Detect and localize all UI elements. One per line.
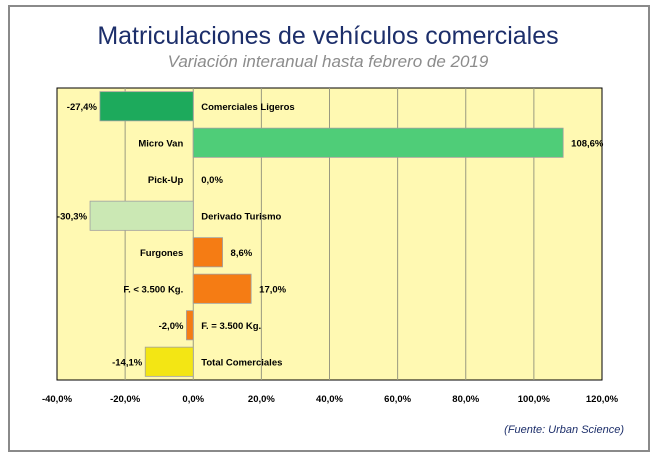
category-label: Furgones (140, 248, 183, 259)
value-label: 108,6% (571, 138, 604, 149)
value-label: 8,6% (231, 248, 253, 259)
x-tick-label: 80,0% (452, 394, 479, 405)
bar (144, 346, 194, 377)
x-tick-label: -20,0% (110, 394, 141, 405)
bar (186, 310, 194, 341)
value-label: 0,0% (201, 175, 223, 186)
x-tick-label: 60,0% (384, 394, 411, 405)
category-label: Micro Van (138, 138, 183, 149)
value-label: -2,0% (159, 321, 184, 332)
x-tick-label: 20,0% (248, 394, 275, 405)
category-label: Total Comerciales (201, 357, 282, 368)
x-tick-label: 120,0% (586, 394, 619, 405)
category-label: F. = 3.500 Kg. (201, 321, 261, 332)
category-label: Comerciales Ligeros (201, 102, 294, 113)
value-label: -30,3% (57, 211, 88, 222)
bar (89, 200, 194, 231)
x-tick-label: 100,0% (518, 394, 551, 405)
chart-source: (Fuente: Urban Science) (504, 424, 624, 436)
bar (99, 91, 194, 122)
value-label: -14,1% (112, 357, 143, 368)
category-label: Pick-Up (148, 175, 184, 186)
x-tick-label: 0,0% (182, 394, 204, 405)
chart-title: Matriculaciones de vehículos comerciales (97, 22, 559, 50)
bar (192, 237, 223, 268)
bar (192, 127, 564, 158)
x-tick-label: 40,0% (316, 394, 343, 405)
value-label: 17,0% (259, 284, 286, 295)
value-label: -27,4% (67, 102, 98, 113)
bar (192, 273, 252, 304)
category-label: Derivado Turismo (201, 211, 281, 222)
category-label: F. < 3.500 Kg. (123, 284, 183, 295)
x-tick-label: -40,0% (42, 394, 73, 405)
chart-subtitle: Variación interanual hasta febrero de 20… (167, 52, 489, 71)
